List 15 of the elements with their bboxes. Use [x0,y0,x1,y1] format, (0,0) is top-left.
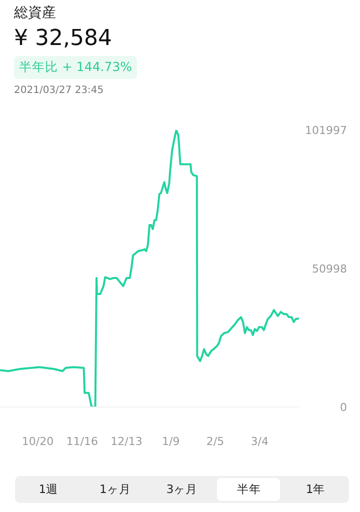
x-tick-label: 12/13 [110,435,142,448]
text: 2021/03/27 23:45 [14,85,104,96]
chart-title: 総資産 [14,4,56,22]
text: 半年比 + 144.73% [14,56,138,79]
y-tick-label: 101997 [305,124,347,137]
x-tick-label: 1/9 [162,435,180,448]
y-tick-label: 50998 [312,262,347,276]
x-tick-label: 2/5 [206,435,224,448]
x-tick-label: 3/4 [250,435,268,448]
x-tick-label: 10/20 [22,435,54,448]
x-tick-label: 11/16 [66,435,98,448]
y-tick-label: 0 [340,401,347,414]
line-series [0,130,299,407]
chart-subtitle: ¥ 32,584 [14,26,112,51]
period-selector: 1週 1ヶ月 3ヶ月 半年 1年 [15,476,349,503]
